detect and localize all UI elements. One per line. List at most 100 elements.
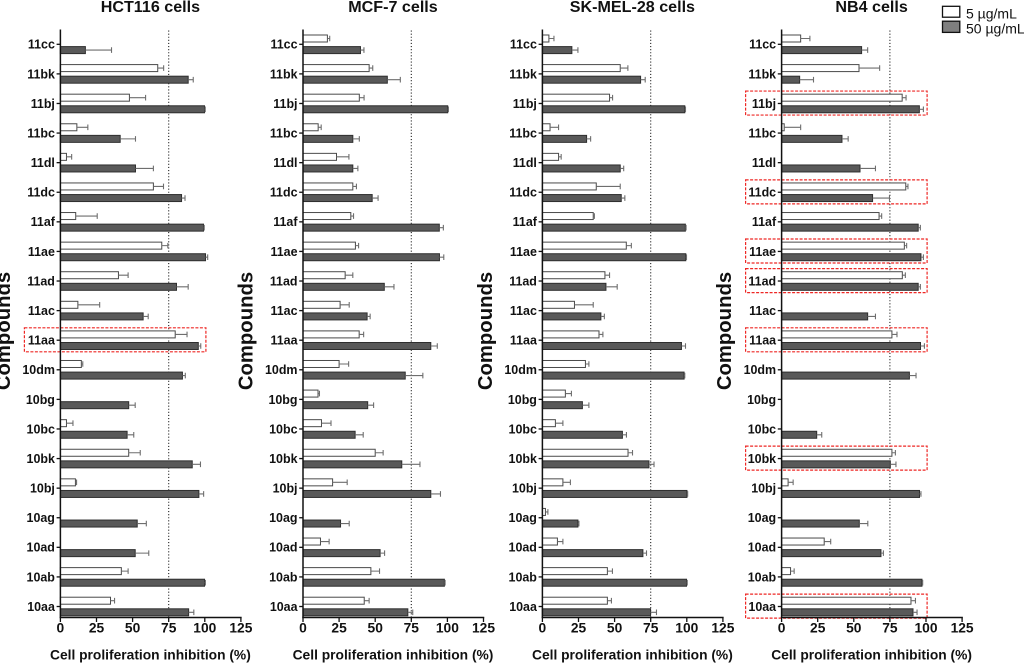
- svg-text:50: 50: [368, 621, 384, 636]
- svg-text:25: 25: [331, 621, 347, 636]
- svg-text:11bj: 11bj: [273, 97, 297, 111]
- svg-text:11ac: 11ac: [749, 304, 776, 318]
- svg-text:10bc: 10bc: [748, 422, 776, 436]
- svg-text:75: 75: [643, 621, 659, 636]
- svg-text:10bk: 10bk: [509, 452, 537, 466]
- svg-text:Compounds: Compounds: [0, 272, 15, 390]
- svg-text:11cc: 11cc: [271, 38, 298, 52]
- svg-text:10ab: 10ab: [509, 570, 538, 584]
- svg-text:0: 0: [539, 621, 547, 636]
- svg-text:10bg: 10bg: [747, 393, 776, 407]
- svg-text:10ag: 10ag: [509, 511, 537, 525]
- svg-text:10ad: 10ad: [27, 541, 55, 555]
- svg-text:10aa: 10aa: [509, 600, 537, 614]
- svg-text:11bk: 11bk: [27, 67, 55, 81]
- svg-text:11dc: 11dc: [27, 186, 55, 200]
- svg-text:MCF-7 cells: MCF-7 cells: [348, 0, 437, 16]
- svg-text:11dc: 11dc: [270, 186, 298, 200]
- svg-text:11ad: 11ad: [27, 274, 55, 288]
- svg-text:100: 100: [914, 621, 937, 636]
- svg-text:50: 50: [846, 621, 862, 636]
- svg-text:0: 0: [57, 621, 65, 636]
- svg-text:10ab: 10ab: [748, 570, 777, 584]
- svg-text:11cc: 11cc: [749, 38, 776, 52]
- svg-text:50: 50: [125, 621, 141, 636]
- svg-text:75: 75: [882, 621, 898, 636]
- svg-text:NB4 cells: NB4 cells: [835, 0, 908, 16]
- svg-text:11dl: 11dl: [752, 156, 776, 170]
- svg-text:HCT116 cells: HCT116 cells: [101, 0, 200, 16]
- svg-text:11af: 11af: [513, 215, 538, 229]
- svg-text:100: 100: [675, 621, 698, 636]
- svg-text:11bc: 11bc: [270, 126, 298, 140]
- svg-text:Cell proliferation inhibition: Cell proliferation inhibition (%): [50, 648, 251, 663]
- svg-text:50: 50: [607, 621, 623, 636]
- svg-text:25: 25: [571, 621, 587, 636]
- svg-text:SK-MEL-28 cells: SK-MEL-28 cells: [570, 0, 695, 16]
- svg-text:11aa: 11aa: [510, 334, 537, 348]
- svg-text:11ae: 11ae: [510, 245, 537, 259]
- svg-text:Cell proliferation inhibition: Cell proliferation inhibition (%): [771, 648, 972, 663]
- svg-text:10ag: 10ag: [27, 511, 55, 525]
- svg-text:10bj: 10bj: [30, 482, 55, 496]
- svg-text:50 µg/mL: 50 µg/mL: [966, 20, 1024, 36]
- svg-text:10ab: 10ab: [27, 570, 56, 584]
- svg-text:11ad: 11ad: [270, 274, 298, 288]
- svg-text:25: 25: [810, 621, 826, 636]
- svg-text:75: 75: [161, 621, 177, 636]
- svg-text:125: 125: [472, 621, 495, 636]
- svg-text:11bc: 11bc: [509, 126, 537, 140]
- svg-text:11ac: 11ac: [28, 304, 55, 318]
- svg-text:10ag: 10ag: [748, 511, 776, 525]
- svg-text:10bg: 10bg: [508, 393, 537, 407]
- svg-text:125: 125: [951, 621, 974, 636]
- svg-text:Compounds: Compounds: [714, 272, 736, 390]
- svg-text:11af: 11af: [273, 215, 298, 229]
- svg-text:11bj: 11bj: [513, 97, 537, 111]
- svg-text:11dl: 11dl: [273, 156, 297, 170]
- svg-text:100: 100: [193, 621, 216, 636]
- svg-text:10dm: 10dm: [744, 363, 777, 377]
- svg-text:25: 25: [89, 621, 105, 636]
- svg-text:11bc: 11bc: [748, 126, 776, 140]
- svg-text:10ad: 10ad: [509, 541, 537, 555]
- svg-text:10dm: 10dm: [504, 363, 537, 377]
- svg-text:11dl: 11dl: [31, 156, 55, 170]
- svg-text:125: 125: [229, 621, 252, 636]
- svg-text:11ad: 11ad: [509, 274, 537, 288]
- svg-text:Compounds: Compounds: [475, 272, 497, 390]
- svg-text:10bj: 10bj: [751, 482, 776, 496]
- svg-text:10bk: 10bk: [269, 452, 297, 466]
- svg-text:11dc: 11dc: [509, 186, 537, 200]
- svg-text:11ad: 11ad: [748, 274, 776, 288]
- svg-text:11bj: 11bj: [31, 97, 55, 111]
- svg-text:11cc: 11cc: [28, 38, 55, 52]
- svg-text:10ab: 10ab: [269, 570, 298, 584]
- svg-text:11af: 11af: [31, 215, 56, 229]
- svg-text:10aa: 10aa: [270, 600, 298, 614]
- svg-text:11aa: 11aa: [271, 334, 298, 348]
- svg-text:10bg: 10bg: [26, 393, 55, 407]
- svg-text:11ac: 11ac: [510, 304, 537, 318]
- svg-text:11ae: 11ae: [271, 245, 298, 259]
- svg-text:11bk: 11bk: [270, 67, 298, 81]
- svg-text:10ag: 10ag: [269, 511, 297, 525]
- svg-text:5 µg/mL: 5 µg/mL: [966, 5, 1017, 21]
- svg-text:Cell proliferation inhibition: Cell proliferation inhibition (%): [293, 648, 494, 663]
- svg-text:100: 100: [436, 621, 459, 636]
- svg-text:Compounds: Compounds: [236, 272, 258, 390]
- svg-text:11aa: 11aa: [28, 334, 55, 348]
- svg-text:10aa: 10aa: [748, 600, 776, 614]
- svg-text:125: 125: [711, 621, 734, 636]
- svg-text:11bj: 11bj: [752, 97, 776, 111]
- svg-text:10bk: 10bk: [748, 452, 776, 466]
- svg-text:10bj: 10bj: [273, 482, 298, 496]
- svg-text:10aa: 10aa: [27, 600, 55, 614]
- svg-text:10ad: 10ad: [269, 541, 297, 555]
- svg-text:11cc: 11cc: [510, 38, 537, 52]
- svg-text:11ae: 11ae: [28, 245, 55, 259]
- svg-text:10bc: 10bc: [27, 422, 55, 436]
- svg-text:Cell proliferation inhibition: Cell proliferation inhibition (%): [532, 648, 733, 663]
- svg-text:11bk: 11bk: [748, 67, 776, 81]
- svg-text:11dc: 11dc: [748, 186, 776, 200]
